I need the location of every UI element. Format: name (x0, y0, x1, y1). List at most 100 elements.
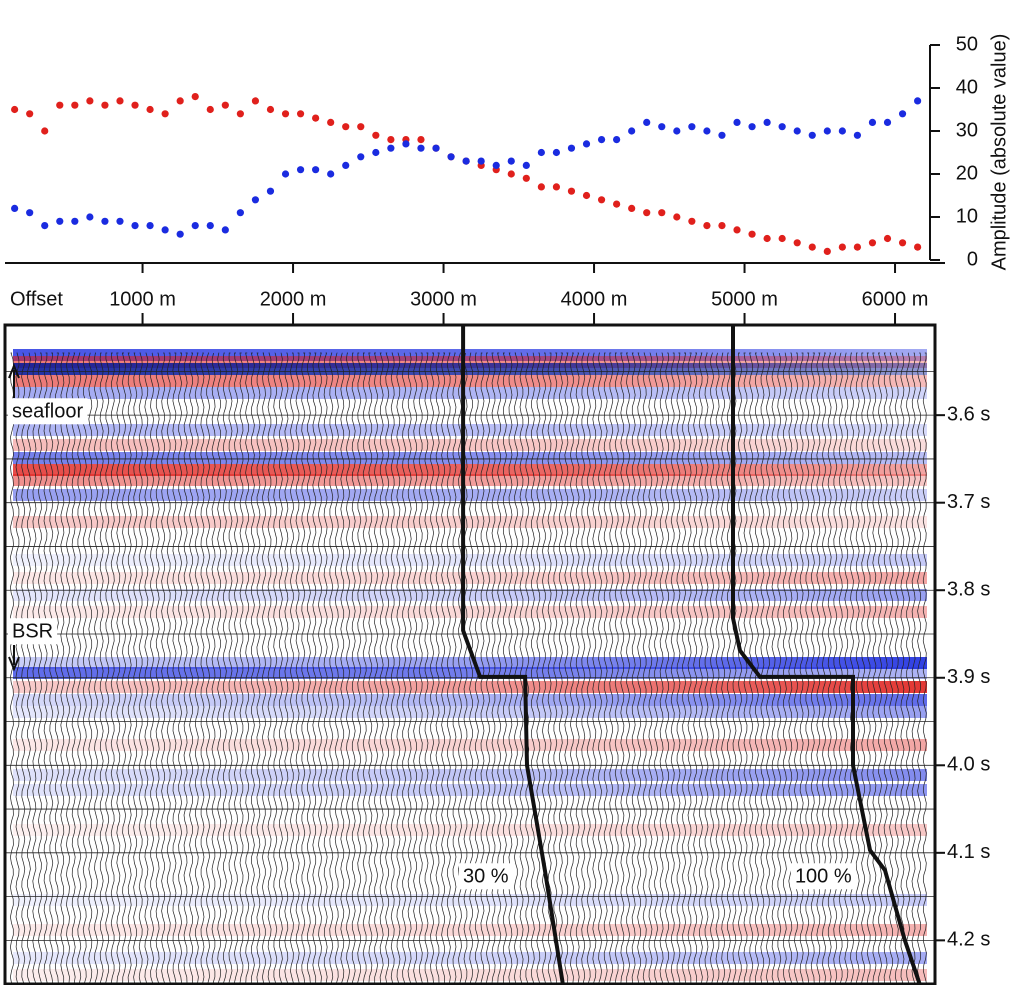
trace (340, 352, 345, 984)
data-point (251, 97, 260, 105)
trace (217, 352, 222, 984)
trace (189, 352, 194, 984)
data-point (176, 97, 184, 105)
data-point (387, 136, 395, 144)
label-background (8, 398, 88, 425)
trace (374, 352, 378, 983)
curve-label: 100 % (795, 865, 852, 887)
x-tick-label: 4000 m (561, 288, 628, 310)
trace (743, 352, 748, 984)
data-point (808, 131, 816, 139)
data-point (387, 144, 395, 152)
data-point (11, 105, 19, 114)
data-point (281, 110, 290, 118)
y-tick-label: 3.7 s (947, 491, 990, 513)
trace (43, 352, 48, 984)
data-point (86, 97, 94, 105)
trace (278, 352, 283, 984)
trace (682, 352, 687, 984)
trace (206, 352, 210, 984)
reflection-band (13, 554, 927, 566)
data-point (914, 243, 922, 251)
trace (659, 352, 664, 984)
trace (273, 352, 278, 984)
data-point (688, 123, 696, 131)
data-point (643, 118, 651, 126)
data-point (56, 217, 64, 225)
trace (424, 352, 429, 984)
trace (777, 352, 782, 984)
trace (245, 352, 250, 984)
trace (396, 352, 401, 984)
trace (637, 352, 642, 984)
data-point (883, 234, 892, 243)
reflection-band (13, 784, 927, 796)
trace (110, 352, 115, 984)
trace (642, 352, 647, 984)
data-point (342, 161, 350, 169)
data-point (733, 118, 741, 126)
data-point (236, 110, 244, 118)
data-point (793, 239, 801, 247)
data-point (778, 234, 786, 243)
trace (290, 352, 294, 984)
trace (766, 352, 770, 984)
reflection-band (13, 706, 927, 718)
trace (121, 352, 126, 984)
data-point (41, 127, 49, 135)
trace (385, 352, 390, 984)
trace (710, 352, 714, 984)
trace (698, 352, 703, 984)
data-point (658, 209, 666, 217)
data-point (131, 222, 139, 230)
trace (94, 352, 98, 984)
trace (654, 352, 658, 984)
trace (200, 352, 205, 984)
data-point (703, 127, 711, 135)
trace (379, 352, 384, 984)
trace (430, 352, 435, 984)
data-point (898, 239, 907, 247)
reflection-band (13, 452, 927, 464)
mute-curve (731, 325, 922, 985)
data-point (673, 213, 681, 221)
data-point (266, 105, 275, 114)
trace (71, 352, 76, 984)
trace (306, 352, 311, 984)
trace (530, 352, 535, 984)
data-point (823, 127, 831, 135)
trace (329, 352, 334, 984)
data-point (146, 222, 154, 230)
trace (435, 352, 440, 984)
trace (144, 352, 149, 984)
data-point (236, 209, 244, 217)
trace (715, 352, 720, 984)
data-point (191, 222, 199, 230)
trace (771, 352, 776, 984)
trace (127, 352, 132, 984)
trace (693, 352, 698, 984)
data-point (537, 183, 545, 191)
trace (105, 352, 110, 984)
trace (788, 352, 793, 984)
trace (284, 352, 289, 984)
data-point (447, 153, 455, 161)
trace (575, 352, 580, 984)
trace (519, 352, 524, 984)
trace (609, 352, 614, 984)
data-point (327, 118, 335, 126)
reflection-band (13, 424, 927, 436)
data-point (613, 136, 621, 144)
trace (570, 352, 574, 984)
data-point (522, 174, 530, 182)
trace (26, 352, 31, 984)
arrow (8, 363, 20, 398)
trace (38, 352, 42, 984)
data-point (748, 123, 756, 131)
label-background (459, 863, 513, 890)
data-point (582, 140, 591, 148)
data-point (868, 118, 877, 126)
data-point (251, 196, 260, 204)
